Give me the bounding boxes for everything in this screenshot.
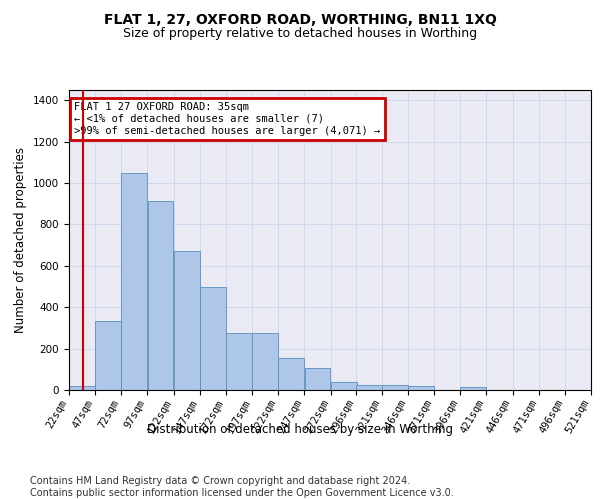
Bar	[95, 320, 121, 390]
Bar	[305, 368, 331, 390]
Bar	[69, 386, 95, 390]
Bar	[148, 200, 173, 390]
Text: Size of property relative to detached houses in Worthing: Size of property relative to detached ho…	[123, 28, 477, 40]
Bar	[356, 385, 382, 390]
Text: FLAT 1 27 OXFORD ROAD: 35sqm
← <1% of detached houses are smaller (7)
>99% of se: FLAT 1 27 OXFORD ROAD: 35sqm ← <1% of de…	[74, 102, 380, 136]
Bar	[331, 382, 356, 390]
Text: Distribution of detached houses by size in Worthing: Distribution of detached houses by size …	[147, 422, 453, 436]
Bar	[200, 286, 226, 390]
Bar	[174, 252, 200, 390]
Bar	[382, 385, 408, 390]
Bar	[408, 386, 434, 390]
Bar	[278, 358, 304, 390]
Bar	[460, 387, 486, 390]
Y-axis label: Number of detached properties: Number of detached properties	[14, 147, 28, 333]
Text: FLAT 1, 27, OXFORD ROAD, WORTHING, BN11 1XQ: FLAT 1, 27, OXFORD ROAD, WORTHING, BN11 …	[104, 12, 496, 26]
Bar	[252, 333, 278, 390]
Text: Contains HM Land Registry data © Crown copyright and database right 2024.
Contai: Contains HM Land Registry data © Crown c…	[30, 476, 454, 498]
Bar	[226, 333, 252, 390]
Bar	[121, 173, 148, 390]
